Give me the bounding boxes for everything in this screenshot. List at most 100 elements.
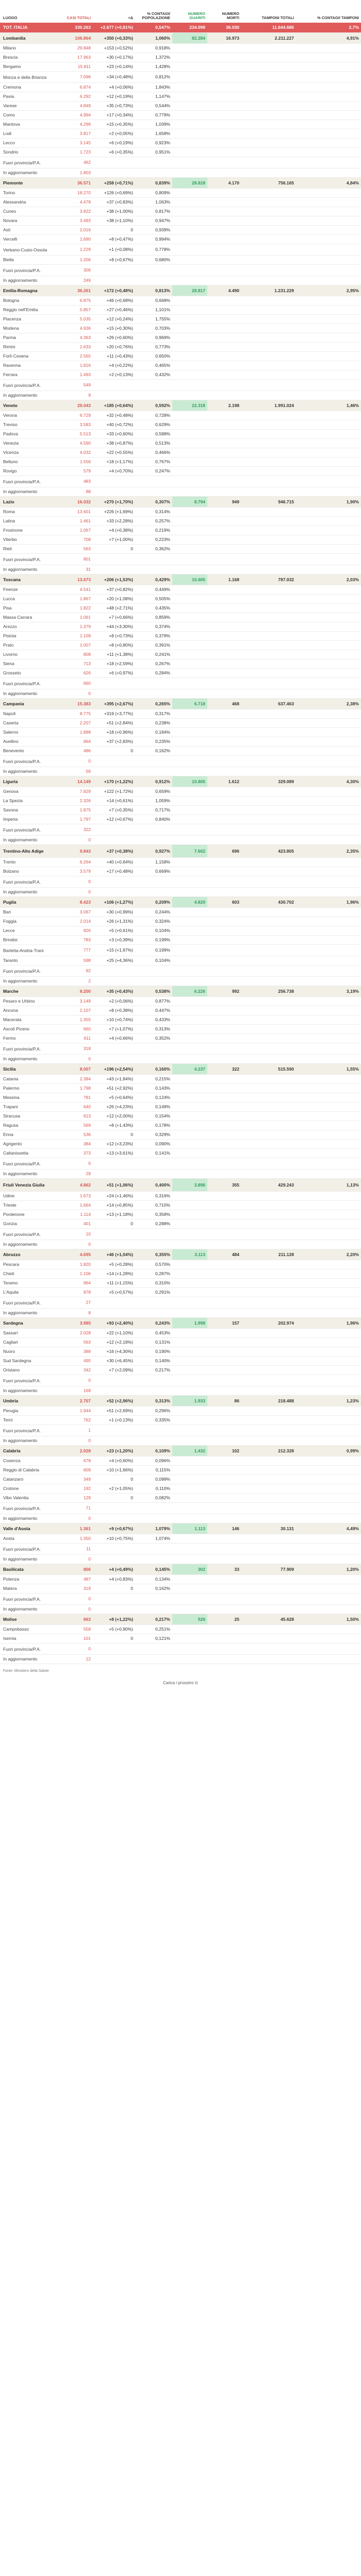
header-tamponi[interactable]: TAMPONI TOTALI xyxy=(261,15,294,21)
cell-guariti xyxy=(172,1260,207,1269)
header-perc-tamponi[interactable]: % CONTAGI/ TAMPONI xyxy=(317,15,359,21)
header-perc-popolazione[interactable]: % CONTAGI/ POPOLAZIONE xyxy=(142,11,170,21)
cell-tamponi xyxy=(241,1121,296,1130)
region-row[interactable]: Calabria 2.028 +23 (+1,20%) 0,109% 1.432 102 2… xyxy=(0,1445,361,1456)
cell-variazione: +7 (+2,09%) xyxy=(93,1365,135,1375)
cell-variazione: +319 (+3,77%) xyxy=(93,709,135,719)
region-row[interactable]: Veneto 29.043 +185 (+0,64%) 0,592% 22.318 2.1… xyxy=(0,400,361,411)
cell-morti xyxy=(207,1465,241,1475)
cell-casi-totali: 4.478 xyxy=(57,197,93,207)
cell-variazione: +35 (+0,43%) xyxy=(93,986,135,997)
cell-luogo: Alessandria xyxy=(0,197,57,207)
cell-morti: 25 xyxy=(207,1614,241,1625)
cell-perc-tamponi: 0,99% xyxy=(296,1445,361,1456)
cell-tamponi: 423.805 xyxy=(241,844,296,858)
cell-casi-totali: 0 xyxy=(57,1240,93,1249)
cell-casi-totali: 1.556 xyxy=(57,457,93,467)
region-row[interactable]: Marche 8.200 +35 (+0,43%) 0,538% 6.226 992 256… xyxy=(0,986,361,997)
cell-perc-tamponi xyxy=(296,787,361,796)
load-more-button[interactable]: Carica i prossimi ⊙ xyxy=(160,1680,201,1686)
header-morti[interactable]: NUMERO MORTI xyxy=(222,11,239,21)
cell-variazione: +6 (+0,35%) xyxy=(93,147,135,157)
region-row[interactable]: Campania 15.383 +395 (+2,67%) 0,265% 6.718 46… xyxy=(0,698,361,709)
cell-luogo: Campania xyxy=(0,698,57,709)
cell-morti: 696 xyxy=(207,844,241,858)
region-row[interactable]: Sicilia 8.007 +196 (+2,54%) 0,160% 4.237 322 5… xyxy=(0,1063,361,1075)
total-row[interactable]: TOT. ITALIA 330.263 +2.677 (+0,81%) 0,547% 2… xyxy=(0,23,361,33)
province-row: Arezzo 1.379 +44 (+3,30%) 0,374% xyxy=(0,622,361,632)
cell-perc-popolazione: 0,199% xyxy=(135,944,172,956)
region-row[interactable]: Umbria 2.707 +52 (+2,96%) 0,313% 1.933 86 218.… xyxy=(0,1395,361,1406)
cell-tamponi xyxy=(241,333,296,343)
cell-luogo: Terni xyxy=(0,1415,57,1425)
cell-morti xyxy=(207,796,241,806)
region-row[interactable]: Molise 663 +8 (+1,22%) 0,217% 526 25 45.628 1,5… xyxy=(0,1614,361,1625)
region-row[interactable]: Piemonte 36.571 +258 (+0,71%) 0,839% 28.818 4… xyxy=(0,177,361,189)
cell-tamponi xyxy=(241,1624,296,1634)
region-row[interactable]: Lombardia 106.864 +350 (+0,33%) 1,060% 82.28… xyxy=(0,32,361,44)
cell-casi-totali: 563 xyxy=(57,544,93,554)
region-row[interactable]: Toscana 13.673 +206 (+1,53%) 0,429% 10.605 1.… xyxy=(0,574,361,585)
cell-perc-popolazione: 1,079% xyxy=(135,1523,172,1534)
cell-morti xyxy=(207,1083,241,1093)
region-row[interactable]: Lazio 16.032 +270 (+1,70%) 0,307% 8.794 949 94… xyxy=(0,496,361,507)
cell-tamponi xyxy=(241,324,296,333)
cell-morti xyxy=(207,264,241,276)
cell-guariti xyxy=(172,168,207,178)
cell-variazione: +395 (+2,67%) xyxy=(93,698,135,709)
cell-luogo: Viterbo xyxy=(0,535,57,545)
province-row: Biella 1.206 +8 (+0,67%) 0,680% xyxy=(0,255,361,265)
cell-perc-tamponi xyxy=(296,1287,361,1297)
cell-tamponi: 756.165 xyxy=(241,177,296,189)
cell-guariti: 1.998 xyxy=(172,1317,207,1329)
cell-perc-tamponi xyxy=(296,709,361,719)
cell-perc-tamponi xyxy=(296,1130,361,1140)
region-row[interactable]: Emilia-Romagna 36.261 +172 (+0,48%) 0,813% 2… xyxy=(0,285,361,296)
region-row[interactable]: Puglia 8.423 +106 (+1,27%) 0,209% 4.829 603 43… xyxy=(0,896,361,908)
cell-perc-tamponi xyxy=(296,526,361,535)
cell-tamponi xyxy=(241,379,296,391)
header-guariti[interactable]: NUMERO GUARITI xyxy=(188,11,205,21)
header-luogo[interactable]: LUOGO xyxy=(3,15,18,21)
cell-perc-popolazione xyxy=(135,1554,172,1564)
cell-luogo: In aggiornamento xyxy=(0,887,57,897)
cell-luogo: Chieti xyxy=(0,1269,57,1279)
region-row[interactable]: Sardegna 3.985 +93 (+2,40%) 0,243% 1.998 157 2… xyxy=(0,1317,361,1329)
cell-variazione: +12 (+0,67%) xyxy=(93,815,135,824)
cell-tamponi xyxy=(241,1337,296,1347)
cell-tamponi xyxy=(241,1356,296,1366)
region-row[interactable]: Friuli Venezia Giulia 4.862 +51 (+1,06%) 0,… xyxy=(0,1178,361,1192)
cell-variazione: +38 (+0,87%) xyxy=(93,438,135,448)
header-variazione[interactable]: +Δ xyxy=(128,15,133,21)
region-row[interactable]: Abruzzo 4.695 +46 (+1,04%) 0,355% 3.113 484 21… xyxy=(0,1249,361,1260)
cell-luogo: Novara xyxy=(0,216,57,226)
cell-casi-totali: 7.096 xyxy=(57,71,93,83)
cell-guariti: 1.113 xyxy=(172,1523,207,1534)
cell-perc-tamponi xyxy=(296,1083,361,1093)
header-casi-totali[interactable]: CASI TOTALI xyxy=(67,15,91,21)
cell-perc-popolazione: 0,199% xyxy=(135,935,172,945)
cell-luogo: Vercelli xyxy=(0,234,57,244)
province-row: Monza e della Brianza 7.096 +34 (+0,48%) 0,… xyxy=(0,71,361,83)
cell-morti: 157 xyxy=(207,1317,241,1329)
cell-perc-tamponi xyxy=(296,276,361,285)
cell-guariti xyxy=(172,622,207,632)
cell-luogo: Fuori provincia/P.A. xyxy=(0,1643,57,1655)
cell-guariti xyxy=(172,1297,207,1309)
cell-perc-popolazione xyxy=(135,1240,172,1249)
cell-variazione xyxy=(93,565,135,574)
cell-casi-totali: 0 xyxy=(57,1604,93,1614)
cell-casi-totali: 15.811 xyxy=(57,62,93,72)
cell-perc-popolazione: 0,629% xyxy=(135,420,172,430)
province-row: Fuori provincia/P.A. 10 xyxy=(0,1228,361,1240)
cell-luogo: Fuori provincia/P.A. xyxy=(0,824,57,836)
cell-perc-tamponi xyxy=(296,101,361,111)
province-row: Cuneo 3.822 +38 (+1,00%) 0,817% xyxy=(0,207,361,216)
region-row[interactable]: Trentino-Alto Adige 9.843 +37 (+0,38%) 0,92… xyxy=(0,844,361,858)
cell-tamponi xyxy=(241,815,296,824)
cell-variazione: +26 (+0,60%) xyxy=(93,333,135,343)
region-row[interactable]: Basilicata 806 +4 (+0,49%) 0,145% 302 33 77.90… xyxy=(0,1564,361,1575)
region-row[interactable]: Valle d'Aosta 1.361 +9 (+0,67%) 1,079% 1.113… xyxy=(0,1523,361,1534)
region-row[interactable]: Liguria 14.149 +170 (+1,22%) 0,912% 10.805 1.… xyxy=(0,776,361,787)
cell-guariti xyxy=(172,255,207,265)
